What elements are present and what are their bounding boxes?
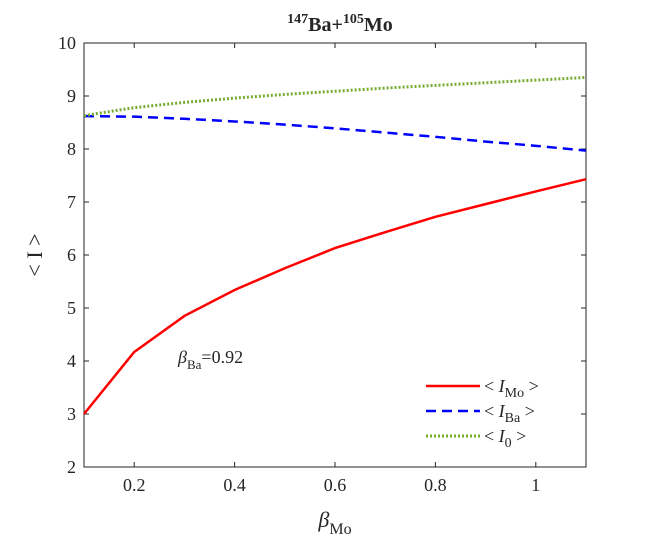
legend-label: < I0 > [484, 426, 526, 451]
title-base2: Mo [364, 14, 393, 36]
y-tick-label: 9 [67, 86, 76, 106]
axes-box [83, 42, 587, 468]
y-tick-label: 6 [67, 245, 76, 265]
y-tick-label: 5 [67, 298, 76, 318]
annotation-sub: Ba [187, 357, 202, 372]
annotation-value: =0.92 [201, 347, 243, 367]
x-axis-label: βMo [317, 507, 351, 538]
y-tick-label: 10 [58, 33, 76, 53]
title-sup1: 147 [287, 12, 308, 27]
x-tick-label: 0.4 [223, 475, 246, 495]
annotation-base: β [177, 347, 187, 367]
xlabel-base: β [317, 507, 329, 532]
title-base1: Ba+ [308, 14, 343, 36]
x-tick-label: 0.6 [324, 475, 347, 495]
y-axis-label: < I > [22, 233, 47, 276]
series-line-mo [83, 177, 587, 415]
series-line-0 [83, 75, 587, 118]
x-tick-label: 1 [531, 475, 540, 495]
y-tick-label: 4 [67, 351, 76, 371]
title-sup2: 105 [343, 12, 364, 27]
chart-title: 147Ba+105Mo [287, 12, 393, 36]
legend-label: < IMo > [484, 376, 539, 401]
y-tick-label: 7 [67, 192, 76, 212]
y-tick-label: 2 [67, 457, 76, 477]
x-tick-label: 0.2 [123, 475, 146, 495]
x-tick-label: 0.8 [424, 475, 447, 495]
plot-area: 0.2 0.4 0.6 0.8 1 2 3 4 5 6 7 8 9 10 < IMo >< IBa >< I… [58, 33, 587, 495]
y-tick-label: 3 [67, 404, 76, 424]
beta-ba-annotation: βBa=0.92 [177, 347, 243, 372]
legend-label: < IBa > [484, 401, 535, 426]
y-tick-label: 8 [67, 139, 76, 159]
series-line-ba [83, 114, 587, 152]
xlabel-sub: Mo [329, 521, 351, 538]
